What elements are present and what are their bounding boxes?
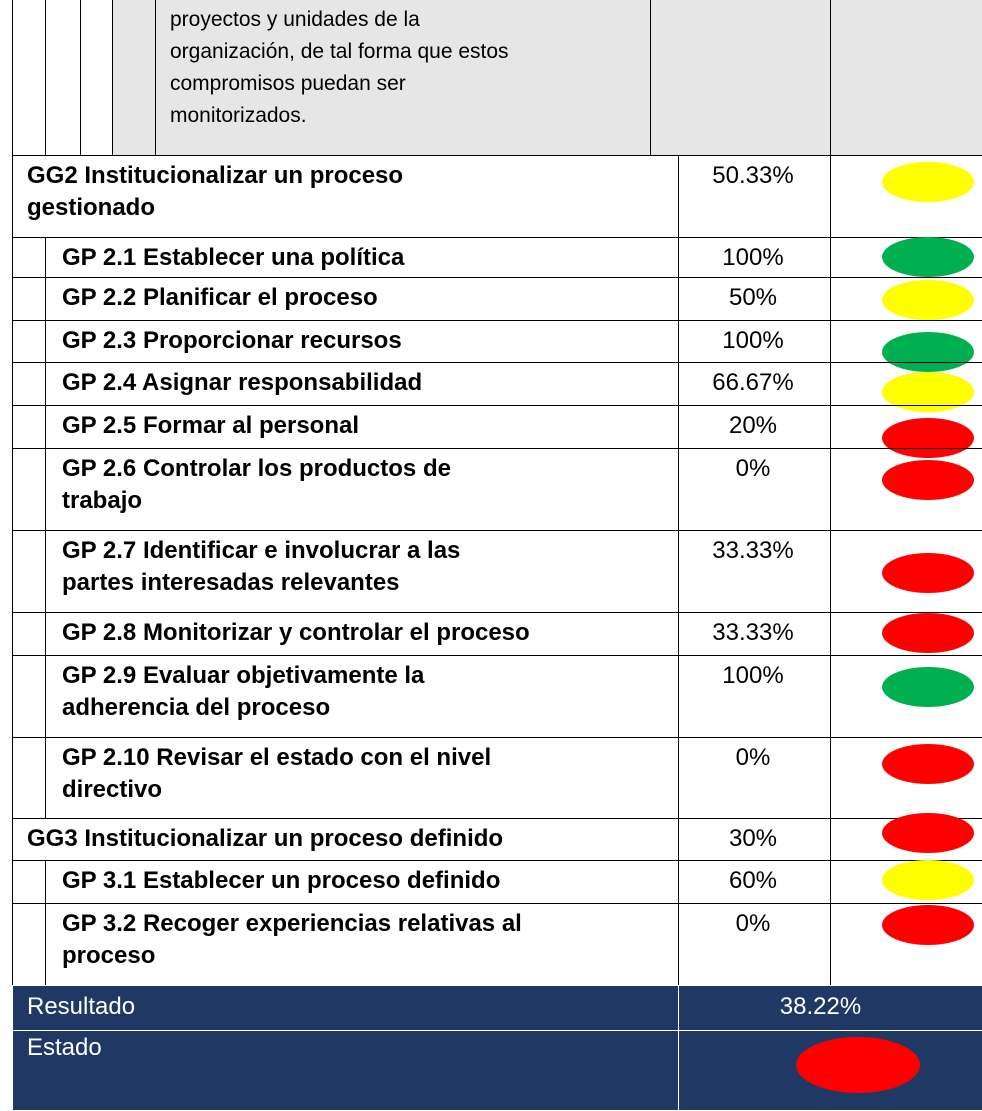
- text-line: organización, de tal forma que estos: [170, 40, 509, 63]
- row-value: 100%: [722, 662, 784, 689]
- status-light: [882, 905, 974, 945]
- row-label: GP 2.10 Revisar el estado con el nivel: [62, 744, 492, 771]
- status-light: [882, 162, 974, 202]
- status-light: [882, 237, 974, 277]
- status-light: [882, 460, 974, 500]
- result-label: Resultado: [27, 993, 136, 1020]
- row-label: GP 2.2 Planificar el proceso: [62, 284, 378, 311]
- status-light: [882, 553, 974, 593]
- status-light: [882, 280, 974, 320]
- indent-cell: [12, 405, 46, 449]
- indent-cell: [12, 277, 46, 321]
- row-value: 33.33%: [712, 537, 794, 564]
- row-label: GP 2.1 Establecer una política: [62, 244, 405, 271]
- row-value: 20%: [728, 412, 778, 439]
- indent-cell: [12, 655, 46, 738]
- row-value: 100%: [722, 244, 784, 271]
- row-label: GP 3.1 Establecer un proceso definido: [62, 867, 501, 894]
- row-label: proceso: [62, 942, 156, 969]
- row-value: 30%: [728, 825, 778, 852]
- row-label: gestionado: [27, 194, 156, 221]
- row-value: 100%: [722, 327, 784, 354]
- status-light: [882, 667, 974, 707]
- text-line: monitorizados.: [170, 104, 307, 127]
- status-light: [882, 613, 974, 653]
- row-label: GP 2.9 Evaluar objetivamente la: [62, 662, 425, 689]
- status-light: [882, 332, 974, 372]
- row-label: GG2 Institucionalizar un proceso: [27, 162, 404, 189]
- row-value: 50.33%: [712, 162, 794, 189]
- indent-cell: [12, 860, 46, 904]
- row-label: GP 2.8 Monitorizar y controlar el proces…: [62, 619, 530, 646]
- row-label: trabajo: [62, 487, 143, 514]
- row-label: directivo: [62, 776, 163, 803]
- row-label: GP 2.5 Formar al personal: [62, 412, 360, 439]
- cell: [12, 0, 46, 156]
- status-light: [882, 860, 974, 900]
- indent-cell: [12, 448, 46, 531]
- row-value: 66.67%: [712, 369, 794, 396]
- indent-cell: [12, 237, 46, 278]
- row-value: 33.33%: [712, 619, 794, 646]
- indent-cell: [12, 530, 46, 613]
- status-light: [882, 813, 974, 853]
- status-label-cell: [12, 1030, 679, 1111]
- row-label: GP 2.3 Proporcionar recursos: [62, 327, 402, 354]
- row-label: GP 2.4 Asignar responsabilidad: [62, 369, 423, 396]
- text-line: proyectos y unidades de la: [170, 8, 420, 31]
- row-value: 0%: [735, 744, 771, 771]
- cell: [650, 0, 831, 156]
- cell: [112, 0, 156, 156]
- row-label: adherencia del proceso: [62, 694, 331, 721]
- cell: [155, 0, 651, 156]
- row-value: 60%: [728, 867, 778, 894]
- indent-cell: [12, 737, 46, 819]
- row-label: GP 2.7 Identificar e involucrar a las: [62, 537, 461, 564]
- row-label: GG3 Institucionalizar un proceso definid…: [27, 825, 504, 852]
- result-value: 38.22%: [779, 993, 862, 1020]
- indent-cell: [12, 903, 46, 986]
- cell: [45, 0, 81, 156]
- cell: [80, 0, 113, 156]
- indent-cell: [12, 362, 46, 406]
- row-label: partes interesadas relevantes: [62, 569, 400, 596]
- indent-cell: [12, 320, 46, 363]
- row-value: 50%: [728, 284, 778, 311]
- cell: [830, 0, 982, 156]
- indent-cell: [12, 612, 46, 656]
- status-light: [882, 744, 974, 784]
- text-line: compromisos puedan ser: [170, 72, 406, 95]
- status-label: Estado: [27, 1034, 102, 1061]
- status-light: [882, 418, 974, 458]
- row-value: 0%: [735, 910, 771, 937]
- row-label: GP 3.2 Recoger experiencias relativas al: [62, 910, 522, 937]
- row-label: GP 2.6 Controlar los productos de: [62, 455, 451, 482]
- row-value: 0%: [735, 455, 771, 482]
- status-light: [796, 1037, 920, 1093]
